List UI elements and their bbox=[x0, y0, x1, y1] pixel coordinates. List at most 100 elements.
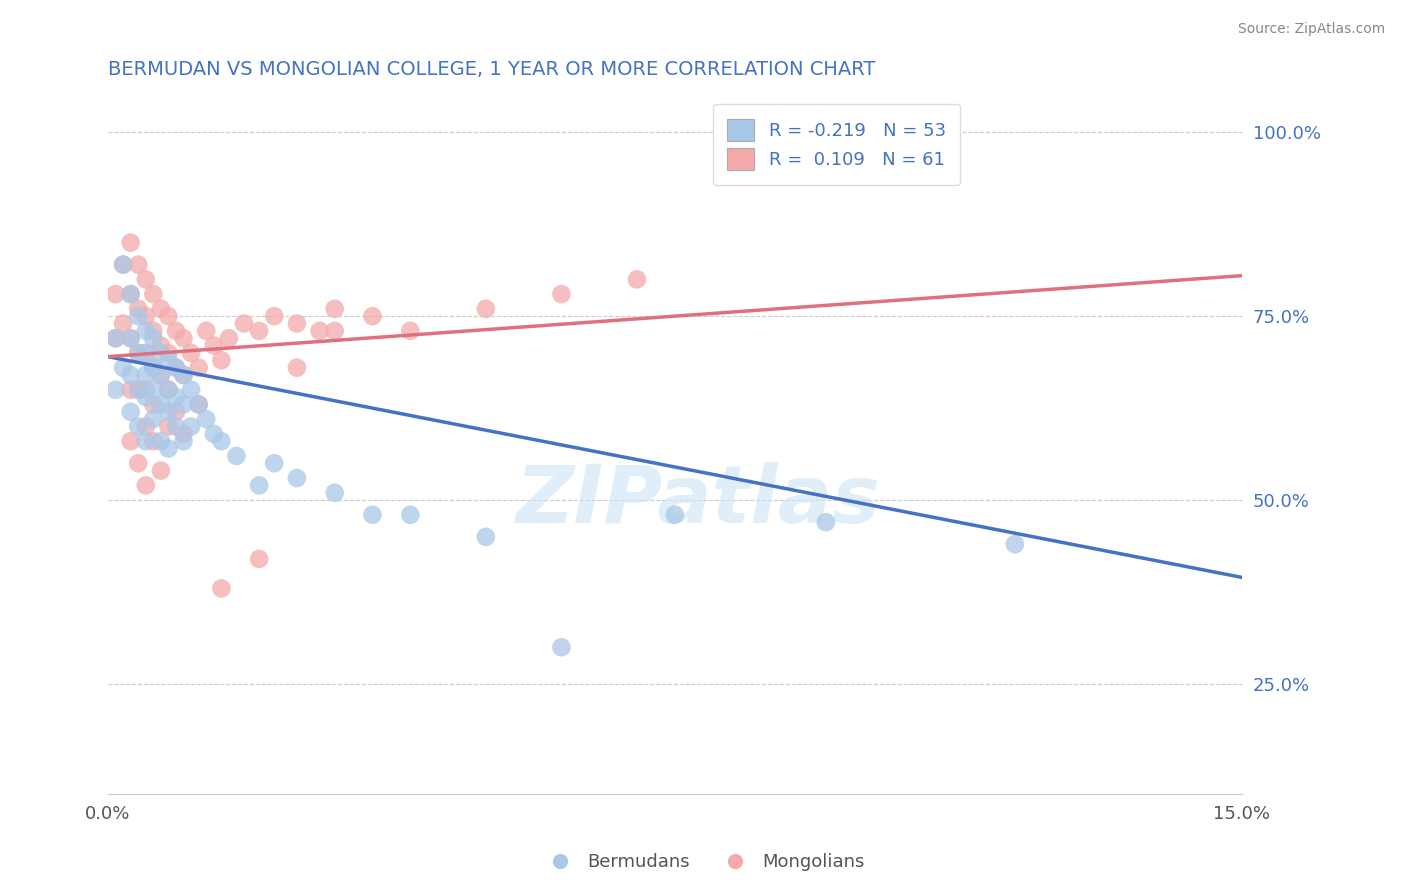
Point bbox=[157, 346, 180, 360]
Point bbox=[127, 301, 149, 316]
Point bbox=[149, 346, 172, 360]
Point bbox=[135, 478, 157, 492]
Point bbox=[165, 324, 187, 338]
Point bbox=[142, 383, 165, 397]
Point bbox=[120, 331, 142, 345]
Point bbox=[173, 397, 195, 411]
Point bbox=[120, 368, 142, 382]
Point bbox=[165, 360, 187, 375]
Point bbox=[120, 287, 142, 301]
Point bbox=[142, 331, 165, 345]
Point bbox=[263, 309, 285, 323]
Point bbox=[165, 390, 187, 404]
Point bbox=[157, 309, 180, 323]
Point bbox=[120, 434, 142, 449]
Point bbox=[664, 508, 686, 522]
Point bbox=[399, 324, 422, 338]
Point bbox=[209, 353, 232, 368]
Point bbox=[165, 405, 187, 419]
Legend: R = -0.219   N = 53, R =  0.109   N = 61: R = -0.219 N = 53, R = 0.109 N = 61 bbox=[713, 104, 960, 185]
Point bbox=[112, 258, 135, 272]
Point bbox=[149, 434, 172, 449]
Point bbox=[209, 434, 232, 449]
Point bbox=[104, 383, 127, 397]
Point bbox=[173, 331, 195, 345]
Point bbox=[135, 368, 157, 382]
Point bbox=[120, 383, 142, 397]
Point bbox=[120, 235, 142, 250]
Point bbox=[127, 456, 149, 470]
Text: ZIPatlas: ZIPatlas bbox=[515, 462, 880, 540]
Point bbox=[157, 383, 180, 397]
Point bbox=[173, 426, 195, 441]
Point bbox=[399, 508, 422, 522]
Point bbox=[135, 419, 157, 434]
Point bbox=[104, 331, 127, 345]
Point bbox=[173, 368, 195, 382]
Point bbox=[127, 383, 149, 397]
Point bbox=[112, 317, 135, 331]
Point bbox=[173, 368, 195, 382]
Point bbox=[127, 258, 149, 272]
Point bbox=[127, 309, 149, 323]
Point bbox=[550, 640, 572, 655]
Point bbox=[149, 338, 172, 352]
Point bbox=[135, 346, 157, 360]
Point bbox=[157, 419, 180, 434]
Point bbox=[135, 346, 157, 360]
Point bbox=[142, 412, 165, 426]
Point bbox=[157, 405, 180, 419]
Point bbox=[180, 346, 202, 360]
Point bbox=[263, 456, 285, 470]
Point bbox=[225, 449, 247, 463]
Point bbox=[135, 390, 157, 404]
Point bbox=[247, 478, 270, 492]
Point bbox=[1004, 537, 1026, 551]
Point bbox=[361, 508, 384, 522]
Point bbox=[550, 287, 572, 301]
Point bbox=[247, 552, 270, 566]
Point bbox=[187, 397, 209, 411]
Point bbox=[149, 368, 172, 382]
Point bbox=[195, 412, 218, 426]
Point bbox=[104, 331, 127, 345]
Point bbox=[187, 360, 209, 375]
Point bbox=[475, 301, 498, 316]
Point bbox=[285, 471, 308, 485]
Point bbox=[127, 346, 149, 360]
Point bbox=[195, 324, 218, 338]
Point bbox=[202, 426, 225, 441]
Point bbox=[247, 324, 270, 338]
Point bbox=[142, 324, 165, 338]
Point bbox=[112, 360, 135, 375]
Point bbox=[157, 442, 180, 456]
Point bbox=[202, 338, 225, 352]
Point bbox=[112, 258, 135, 272]
Point bbox=[361, 309, 384, 323]
Point bbox=[475, 530, 498, 544]
Point bbox=[135, 383, 157, 397]
Point bbox=[135, 434, 157, 449]
Point bbox=[135, 324, 157, 338]
Point bbox=[127, 383, 149, 397]
Point bbox=[308, 324, 330, 338]
Legend: Bermudans, Mongolians: Bermudans, Mongolians bbox=[534, 847, 872, 879]
Point bbox=[180, 383, 202, 397]
Point bbox=[323, 485, 346, 500]
Point bbox=[323, 324, 346, 338]
Point bbox=[135, 272, 157, 286]
Point bbox=[104, 287, 127, 301]
Point bbox=[285, 317, 308, 331]
Point bbox=[135, 309, 157, 323]
Point bbox=[142, 397, 165, 411]
Point bbox=[127, 346, 149, 360]
Point bbox=[149, 301, 172, 316]
Point bbox=[149, 368, 172, 382]
Point bbox=[142, 287, 165, 301]
Point bbox=[165, 360, 187, 375]
Point bbox=[285, 360, 308, 375]
Text: Source: ZipAtlas.com: Source: ZipAtlas.com bbox=[1237, 22, 1385, 37]
Point bbox=[149, 397, 172, 411]
Point bbox=[120, 287, 142, 301]
Point bbox=[142, 360, 165, 375]
